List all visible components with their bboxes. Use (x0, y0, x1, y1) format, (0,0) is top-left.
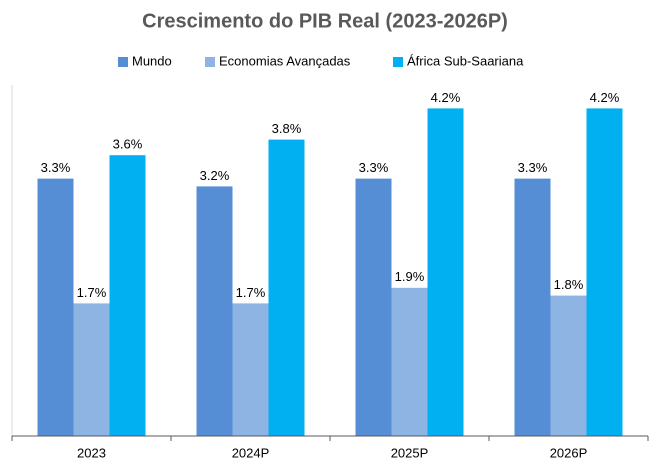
data-label: 4.2% (431, 90, 461, 105)
x-tick-label: 2023 (77, 445, 106, 460)
legend-swatch (393, 57, 403, 67)
data-label: 1.7% (236, 285, 266, 300)
bar (586, 108, 623, 437)
bar (514, 178, 551, 436)
x-tick-label: 2025P (391, 445, 429, 460)
bar (391, 287, 428, 436)
x-tick-label: 2026P (550, 445, 588, 460)
data-label: 3.3% (359, 160, 389, 175)
data-label: 4.2% (590, 90, 620, 105)
bar (232, 303, 269, 436)
legend-label: Mundo (132, 53, 172, 68)
data-label: 3.6% (113, 137, 143, 152)
data-label: 3.8% (272, 121, 302, 136)
bar (355, 178, 392, 436)
bar (109, 155, 146, 436)
data-label: 3.3% (518, 160, 548, 175)
legend-label: Economias Avançadas (219, 53, 351, 68)
legend-swatch (205, 57, 215, 67)
bar (196, 186, 233, 436)
data-label: 1.8% (554, 277, 584, 292)
bar (37, 178, 74, 436)
data-label: 1.7% (77, 285, 107, 300)
x-tick-label: 2024P (232, 445, 270, 460)
bar (427, 108, 464, 437)
chart-title: Crescimento do PIB Real (2023-2026P) (142, 10, 508, 32)
bar (268, 139, 305, 436)
bar (73, 303, 110, 436)
legend-label: África Sub-Saariana (407, 53, 524, 68)
data-label: 1.9% (395, 269, 425, 284)
bar (550, 295, 587, 436)
data-label: 3.3% (41, 160, 71, 175)
legend-swatch (118, 57, 128, 67)
data-label: 3.2% (200, 168, 230, 183)
